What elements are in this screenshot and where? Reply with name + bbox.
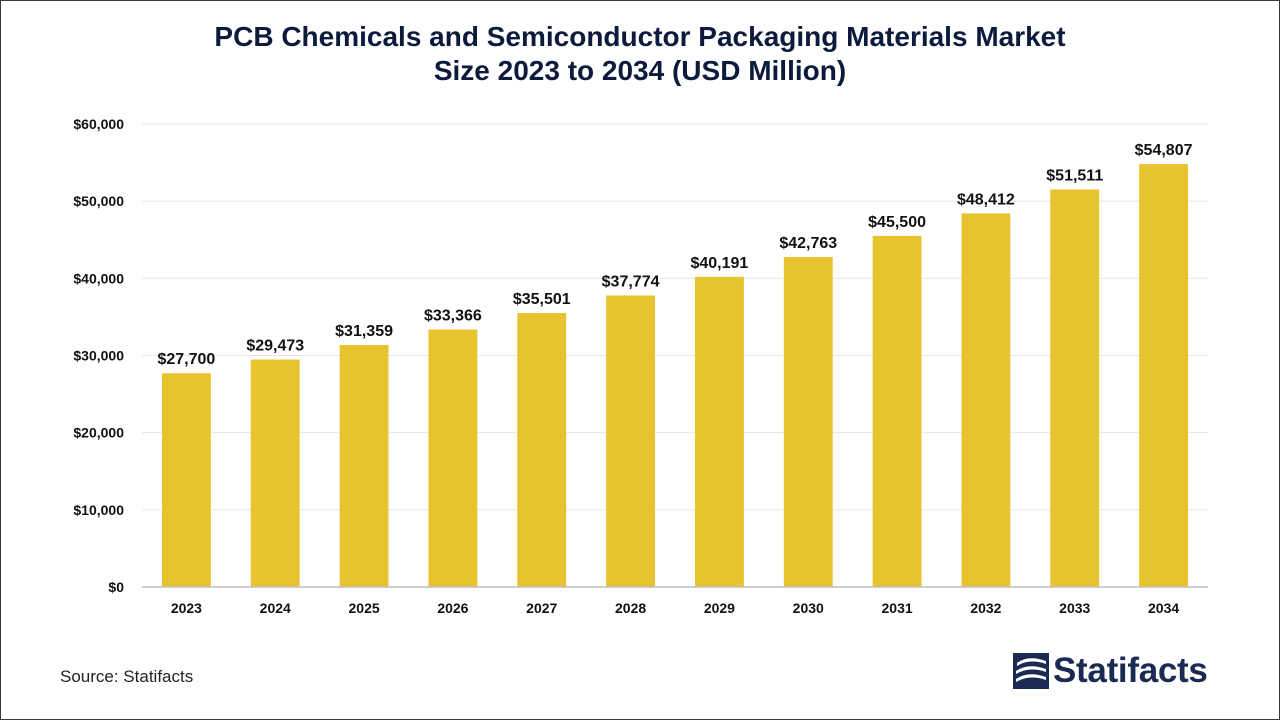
x-tick-label: 2023	[171, 600, 202, 616]
y-tick-label: $40,000	[73, 270, 124, 286]
x-tick-label: 2024	[260, 600, 291, 616]
data-label: $40,191	[690, 255, 748, 272]
source-note: Source: Statifacts	[60, 667, 194, 686]
data-label: $48,412	[957, 191, 1015, 208]
x-tick-label: 2032	[970, 600, 1001, 616]
data-label: $54,807	[1135, 142, 1193, 159]
x-tick-label: 2034	[1148, 600, 1179, 616]
x-tick-label: 2029	[704, 600, 735, 616]
statifacts-logo: Statifacts	[1013, 651, 1208, 691]
y-tick-label: $60,000	[73, 116, 124, 132]
data-label: $29,473	[246, 338, 304, 355]
chart-title-line-1: PCB Chemicals and Semiconductor Packagin…	[214, 21, 1066, 52]
x-tick-label: 2031	[882, 600, 913, 616]
bar	[517, 313, 567, 587]
data-label: $31,359	[335, 323, 393, 340]
data-labels: $27,700 $29,473 $31,359 $33,366 $35,501 $37,7…	[157, 142, 1192, 368]
bar	[783, 257, 833, 587]
x-tick-label: 2033	[1059, 600, 1090, 616]
x-tick-label: 2028	[615, 600, 646, 616]
bar	[1050, 189, 1100, 588]
x-axis-tick-labels: 2023 2024 2025 2026 2027 2028 2029 2030 2031 2032…	[171, 600, 1180, 616]
data-label: $27,700	[157, 351, 215, 368]
data-label: $35,501	[513, 291, 571, 308]
bar	[339, 345, 389, 587]
bar	[694, 276, 744, 587]
y-tick-label: $30,000	[73, 348, 124, 364]
bar	[961, 213, 1011, 588]
y-tick-label: $10,000	[73, 502, 124, 518]
data-label: $51,511	[1046, 168, 1103, 185]
bar	[250, 359, 300, 587]
bar	[428, 329, 478, 587]
bar	[872, 235, 922, 587]
data-label: $37,774	[602, 274, 660, 291]
data-label: $33,366	[424, 308, 482, 325]
x-tick-label: 2025	[349, 600, 380, 616]
x-tick-label: 2030	[793, 600, 824, 616]
y-tick-label: $50,000	[73, 193, 124, 209]
bar	[1139, 164, 1189, 588]
y-tick-label: $0	[108, 579, 124, 595]
x-tick-label: 2026	[437, 600, 468, 616]
brand-name: Statifacts	[1053, 651, 1208, 690]
bar	[161, 373, 211, 587]
y-axis-tick-labels: $0 $10,000 $20,000 $30,000 $40,000 $50,000 $60…	[73, 116, 124, 595]
chart-title: PCB Chemicals and Semiconductor Packagin…	[0, 20, 1280, 88]
chart-title-line-2: Size 2023 to 2034 (USD Million)	[433, 55, 847, 86]
bar	[606, 295, 656, 587]
statifacts-logo-icon	[1013, 653, 1049, 689]
bars	[161, 164, 1189, 588]
y-tick-label: $20,000	[73, 425, 124, 441]
x-tick-label: 2027	[526, 600, 557, 616]
gridlines	[142, 123, 1208, 511]
data-label: $42,763	[779, 235, 837, 252]
data-label: $45,500	[868, 214, 926, 231]
